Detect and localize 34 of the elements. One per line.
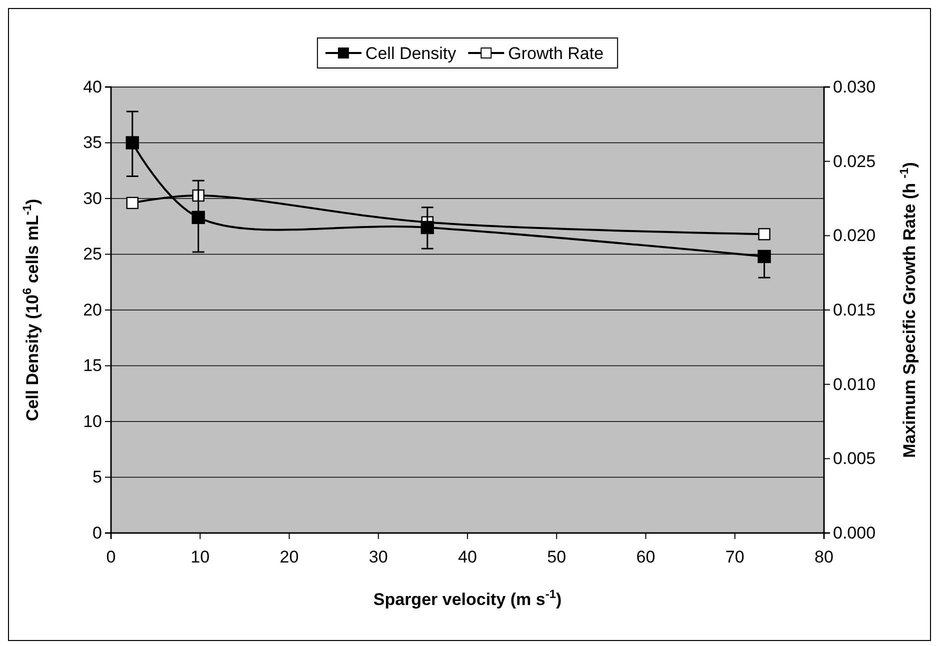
x-tick-label: 80 — [814, 547, 834, 566]
y2-tick-label: 0.015 — [833, 300, 876, 320]
legend-label: Cell Density — [365, 44, 457, 63]
point — [126, 136, 139, 150]
point — [192, 210, 205, 224]
y-tick-label: 10 — [83, 412, 102, 431]
x-tick-label: 30 — [368, 547, 388, 566]
y-tick-label: 0 — [92, 523, 102, 542]
x-tick-label: 20 — [280, 547, 299, 566]
y2-tick-label: 0.010 — [833, 374, 876, 394]
y2-tick-label: 0.025 — [833, 152, 876, 171]
y-tick-label: 15 — [83, 356, 102, 376]
legend-label: Growth Rate — [508, 44, 604, 63]
x-tick-label: 50 — [547, 547, 566, 566]
x-tick-label: 0 — [106, 547, 116, 566]
y-tick-label: 40 — [83, 77, 102, 96]
y2-tick-label: 0.030 — [833, 77, 876, 96]
x-tick-label: 70 — [725, 547, 744, 566]
y-tick-label: 35 — [83, 133, 102, 152]
y-tick-label: 5 — [92, 468, 102, 487]
y-tick-label: 25 — [83, 244, 102, 264]
y-tick-label: 20 — [83, 300, 102, 320]
y2-tick-label: 0.000 — [833, 523, 876, 542]
x-tick-label: 40 — [458, 547, 477, 566]
point — [758, 228, 770, 240]
y-tick-label: 30 — [83, 188, 102, 208]
point — [420, 220, 434, 234]
x-tick-label: 10 — [190, 547, 210, 566]
x-axis-title: Sparger velocity (m s$^{-1}$) — [373, 587, 562, 609]
x-tick-label: 60 — [636, 547, 656, 566]
y2-tick-label: 0.020 — [833, 226, 876, 246]
point — [126, 196, 138, 210]
y2-tick-label: 0.005 — [833, 449, 876, 468]
point — [758, 250, 771, 264]
